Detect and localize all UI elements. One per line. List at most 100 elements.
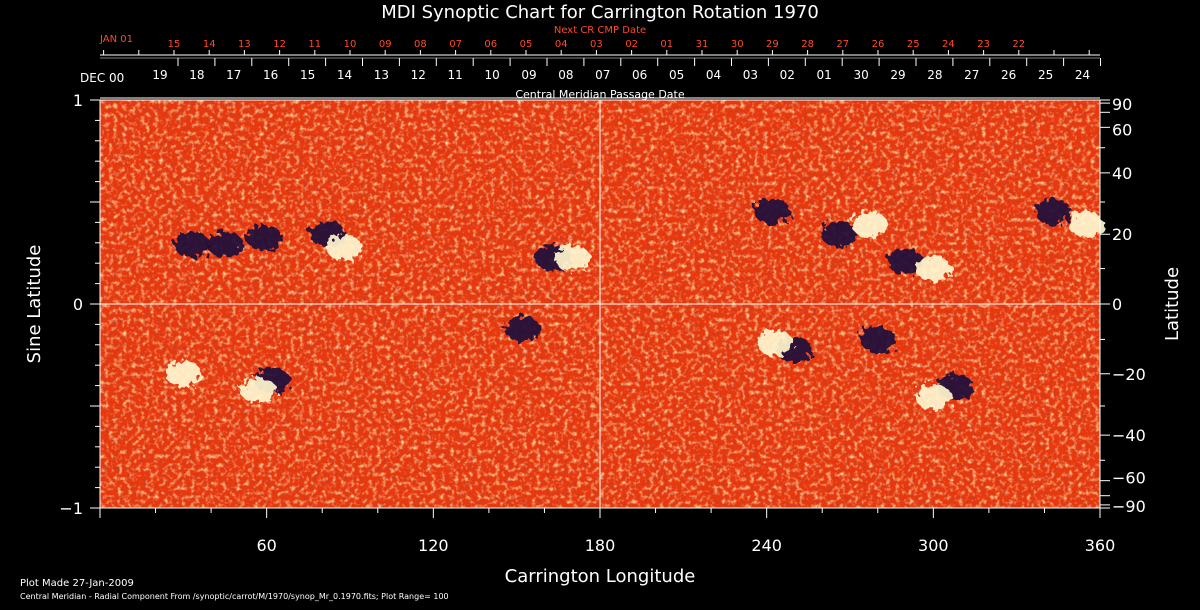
active-region-positive	[915, 255, 952, 282]
next-cr-date-label: 12	[273, 39, 286, 50]
cmp-date-label: 17	[226, 68, 241, 82]
next-cr-date-label: 28	[801, 39, 814, 50]
next-cr-date-label: 11	[308, 39, 321, 50]
next-cr-date-label: 03	[590, 39, 603, 50]
y-tick-label-right: 20	[1112, 225, 1132, 244]
next-cr-date-label: 30	[731, 39, 744, 50]
next-cr-date-label: 24	[942, 39, 955, 50]
cmp-date-label: 27	[964, 68, 979, 82]
active-region-negative	[887, 248, 924, 275]
next-cr-date-label: 26	[872, 39, 885, 50]
x-tick-label: 180	[585, 536, 616, 555]
cmp-date-label: 25	[1038, 68, 1053, 82]
x-tick-label: 240	[751, 536, 782, 555]
y-tick-label-left: 1	[73, 91, 83, 110]
next-cr-date-label: 31	[696, 39, 709, 50]
cmp-date-label: 26	[1001, 68, 1016, 82]
active-region-positive	[554, 245, 591, 272]
active-region-negative	[820, 221, 857, 248]
y-tick-label-right: −20	[1112, 365, 1146, 384]
cmp-date-label: 24	[1075, 68, 1090, 82]
y-tick-label-right: −90	[1112, 497, 1146, 516]
cmp-date-label: 13	[374, 68, 389, 82]
cmp-date-label: 19	[152, 68, 167, 82]
next-cr-date-label: 29	[766, 39, 779, 50]
plot-made-label: Plot Made 27-Jan-2009	[20, 578, 134, 589]
active-region-negative	[173, 231, 210, 258]
cmp-date-label: 30	[853, 68, 868, 82]
next-cr-date-label: 15	[168, 39, 181, 50]
cmp-date-label: 08	[558, 68, 573, 82]
cmp-date-label: 02	[780, 68, 795, 82]
next-cr-date-label: 08	[414, 39, 427, 50]
next-cr-date-label: 22	[1012, 39, 1025, 50]
active-region-negative	[754, 198, 791, 225]
active-region-positive	[240, 377, 277, 404]
cmp-date-label: 11	[448, 68, 463, 82]
left-axis-label: Sine Latitude	[24, 245, 45, 364]
cmp-date-label: 16	[263, 68, 278, 82]
cmp-date-label: 07	[595, 68, 610, 82]
y-tick-label-right: 0	[1112, 295, 1122, 314]
next-cr-date-label: 07	[449, 39, 462, 50]
next-cr-date-label: 01	[660, 39, 673, 50]
next-cr-date-label: 14	[203, 39, 216, 50]
active-region-negative	[207, 231, 243, 258]
y-tick-label-left: −1	[59, 499, 83, 518]
cmp-date-label: 12	[411, 68, 426, 82]
plot-info-label: Central Meridian - Radial Component From…	[20, 592, 449, 601]
cmp-date-label: 03	[743, 68, 758, 82]
x-tick-label: 120	[418, 536, 449, 555]
y-tick-label-left: 0	[73, 295, 83, 314]
next-cr-date-label: 13	[238, 39, 251, 50]
active-region-positive	[757, 329, 793, 356]
next-cr-axis-title: Next CR CMP Date	[554, 25, 646, 36]
active-region-negative	[245, 224, 282, 251]
active-region-negative	[1034, 198, 1071, 225]
next-cr-date-label: 25	[907, 39, 920, 50]
next-cr-date-label: 23	[977, 39, 990, 50]
active-region-positive	[915, 383, 952, 410]
y-tick-label-right: −40	[1112, 426, 1146, 445]
y-tick-label-right: 90	[1112, 95, 1132, 114]
next-cr-date-label: 09	[379, 39, 392, 50]
cmp-date-label: 28	[927, 68, 942, 82]
next-cr-date-label: 02	[625, 39, 638, 50]
right-axis-label: Latitude	[1162, 267, 1183, 341]
active-regions	[165, 198, 1105, 410]
active-region-negative	[859, 326, 896, 353]
cmp-date-label: 09	[521, 68, 536, 82]
cmp-date-label: 06	[632, 68, 647, 82]
cmp-date-label: 05	[669, 68, 684, 82]
longitude-axis: 60 120 180 240 300 360	[99, 507, 1116, 555]
next-cr-date-label: 06	[484, 39, 497, 50]
cmp-date-label: 29	[890, 68, 905, 82]
active-region-positive	[326, 234, 363, 261]
y-tick-label-right: −60	[1112, 469, 1146, 488]
cmp-axis: 19 18 17 16 15 14 13 12 11 10 09 08 07 06 05 04 03 02 01 30…	[100, 57, 1101, 82]
next-cr-axis: 15 14 13 12 11 10 09 08 07 06 05 04 03 02 01 31 30 29 28 27…	[103, 39, 1090, 55]
y-tick-label-right: 60	[1112, 120, 1132, 139]
active-region-positive	[165, 360, 202, 387]
cmp-date-label: 04	[706, 68, 721, 82]
chart-title: MDI Synoptic Chart for Carrington Rotati…	[381, 2, 819, 23]
next-cr-date-label: 10	[344, 39, 357, 50]
y-tick-label-right: 40	[1112, 164, 1132, 183]
next-cr-start-label: JAN 01	[99, 34, 133, 45]
cmp-date-label: 15	[300, 68, 315, 82]
next-cr-date-label: 05	[520, 39, 533, 50]
sine-latitude-axis: 1 0 −1	[59, 91, 100, 518]
active-region-positive	[1068, 211, 1105, 238]
cmp-date-label: 10	[484, 68, 499, 82]
x-tick-label: 60	[256, 536, 276, 555]
active-region-positive	[851, 211, 888, 238]
latitude-axis: 90 60 40 20 0 −20 −40 −60 −90	[1100, 95, 1146, 516]
cmp-date-label: 14	[337, 68, 352, 82]
x-tick-label: 360	[1085, 536, 1116, 555]
x-tick-label: 300	[918, 536, 949, 555]
next-cr-date-label: 04	[555, 39, 568, 50]
cmp-date-label: 01	[817, 68, 832, 82]
cmp-date-label: 18	[189, 68, 204, 82]
next-cr-date-label: 27	[836, 39, 849, 50]
